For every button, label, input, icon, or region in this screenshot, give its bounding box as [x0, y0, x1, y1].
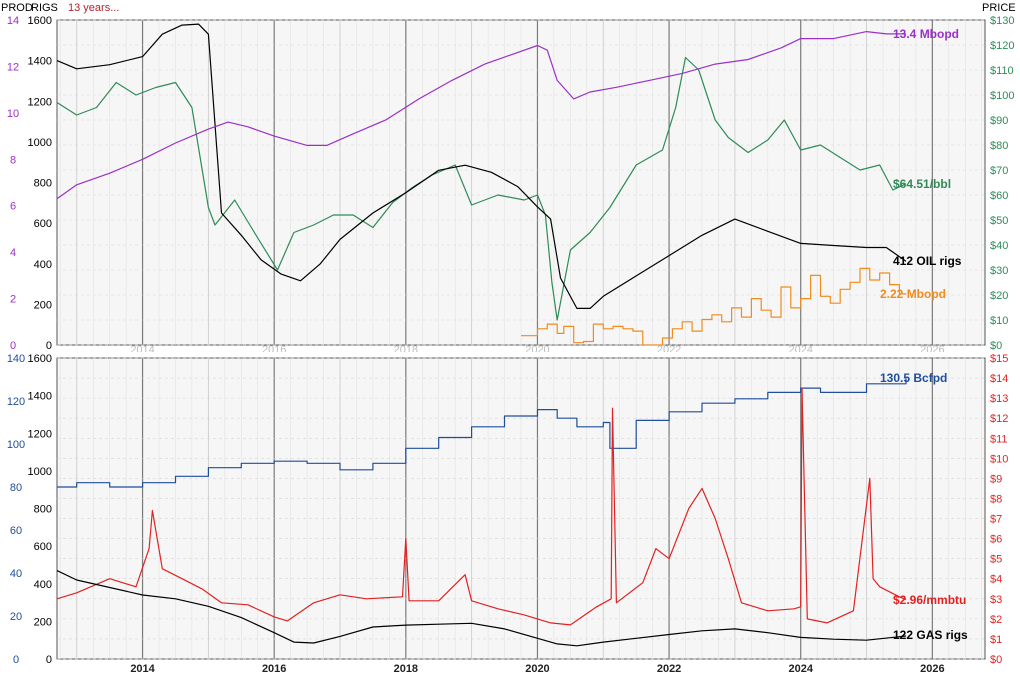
rigs-tick-label: 800	[34, 504, 52, 516]
price-tick-label: $12	[990, 413, 1008, 425]
price-tick-label: $2	[990, 614, 1002, 626]
year-tick-label: 2022	[657, 663, 681, 675]
oil-price-end-label: $64.51/bbl	[893, 177, 951, 191]
rigs-tick-label: 200	[34, 616, 52, 628]
price-axis-header: PRICE	[982, 2, 1016, 14]
rigs-tick-label: 600	[34, 541, 52, 553]
prod-axis-header: PROD	[1, 2, 33, 14]
price-tick-label: $1	[990, 634, 1002, 646]
price-tick-label: $10	[990, 315, 1008, 327]
price-tick-label: $15	[990, 353, 1008, 365]
year-tick-label: 2020	[525, 663, 549, 675]
year-tick-label: 2014	[130, 344, 154, 352]
price-tick-label: $14	[990, 373, 1008, 385]
rigs-tick-label: 1200	[28, 428, 52, 440]
period-note: 13 years...	[68, 2, 120, 14]
year-tick-label: 2024	[788, 344, 812, 352]
rigs-tick-label: 1600	[28, 15, 52, 27]
year-tick-label: 2022	[657, 344, 681, 352]
rigs-tick-label: 800	[34, 178, 52, 190]
oil-rigs-end-label: 412 OIL rigs	[893, 254, 962, 268]
rigs-tick-label: 0	[46, 340, 52, 352]
prod-tick-label: 0	[13, 654, 19, 666]
ngl-end-label: 2.22 Mbopd	[880, 287, 946, 301]
gas-price-end-label: $2.96/mmbtu	[893, 593, 966, 607]
year-tick-label: 2026	[920, 344, 944, 352]
price-tick-label: $7	[990, 514, 1002, 526]
rigs-tick-label: 400	[34, 259, 52, 271]
rigs-axis-header: RIGS	[31, 2, 58, 14]
price-tick-label: $70	[990, 165, 1008, 177]
prod-tick-label: 60	[10, 525, 22, 537]
price-tick-label: $4	[990, 574, 1002, 586]
gas-rigs-line	[56, 570, 907, 647]
year-tick-label: 2016	[262, 344, 286, 352]
price-tick-label: $130	[990, 15, 1014, 27]
prod-tick-label: 2	[10, 294, 16, 306]
price-tick-label: $110	[990, 65, 1014, 77]
price-tick-label: $10	[990, 453, 1008, 465]
oil-prod-line	[56, 31, 906, 200]
oil-prod-end-label: 13.4 Mbopd	[893, 27, 959, 41]
prod-tick-label: 8	[10, 154, 16, 166]
price-tick-label: $0	[990, 654, 1002, 666]
prod-tick-label: 120	[7, 396, 25, 408]
prod-tick-label: 14	[7, 15, 19, 27]
year-tick-label: 2026	[920, 663, 944, 675]
price-tick-label: $3	[990, 594, 1002, 606]
gas-panel-chart: 0204060801001201400200400600800100012001…	[7, 353, 1009, 675]
price-tick-label: $80	[990, 140, 1008, 152]
price-tick-label: $9	[990, 473, 1002, 485]
oil-rigs-line	[56, 23, 907, 309]
year-tick-label: 2016	[262, 663, 286, 675]
rigs-tick-label: 200	[34, 299, 52, 311]
year-tick-label: 2020	[525, 344, 549, 352]
prod-tick-label: 4	[10, 247, 16, 259]
rigs-tick-label: 1400	[28, 56, 52, 68]
prod-tick-label: 20	[10, 611, 22, 623]
price-tick-label: $100	[990, 90, 1014, 102]
rigs-tick-label: 1200	[28, 96, 52, 108]
rigs-tick-label: 400	[34, 579, 52, 591]
price-tick-label: $5	[990, 554, 1002, 566]
prod-tick-label: 0	[10, 340, 16, 352]
rigs-tick-label: 1000	[28, 466, 52, 478]
rigs-tick-label: 1600	[28, 353, 52, 365]
price-tick-label: $0	[990, 340, 1002, 352]
gas-price-line	[56, 387, 907, 626]
price-tick-label: $8	[990, 493, 1002, 505]
year-tick-label: 2018	[394, 663, 418, 675]
price-tick-label: $20	[990, 290, 1008, 302]
rigs-tick-label: 1400	[28, 391, 52, 403]
price-tick-label: $120	[990, 40, 1014, 52]
year-tick-label: 2024	[788, 663, 813, 675]
prod-tick-label: 10	[7, 108, 19, 120]
ngl-prod-line	[521, 267, 907, 346]
price-tick-label: $40	[990, 240, 1008, 252]
price-tick-label: $6	[990, 534, 1002, 546]
prod-tick-label: 140	[7, 353, 25, 365]
prod-tick-label: 100	[7, 439, 25, 451]
prod-tick-label: 40	[10, 568, 22, 580]
prod-tick-label: 12	[7, 61, 19, 73]
price-tick-label: $30	[990, 265, 1008, 277]
rigs-tick-label: 600	[34, 218, 52, 230]
gas-prod-line	[57, 378, 907, 488]
price-tick-label: $13	[990, 393, 1008, 405]
rigs-tick-label: 1000	[28, 137, 52, 149]
gas-rigs-end-label: 122 GAS rigs	[893, 628, 968, 642]
prod-tick-label: 80	[10, 482, 22, 494]
price-tick-label: $50	[990, 215, 1008, 227]
price-tick-label: $60	[990, 190, 1008, 202]
rigs-tick-label: 0	[46, 654, 52, 666]
oil-panel-chart: 0 2 4 6 8 10 12 14 0 200 400 600 800 1000 1200 1400 1600…	[7, 15, 1015, 352]
year-tick-label: 2014	[130, 663, 155, 675]
price-tick-label: $90	[990, 115, 1008, 127]
prod-tick-label: 6	[10, 201, 16, 213]
gas-prod-end-label: 130.5 Bcfpd	[880, 371, 947, 385]
year-tick-label: 2018	[394, 344, 418, 352]
price-tick-label: $11	[990, 433, 1008, 445]
oil-price-line	[56, 56, 907, 321]
